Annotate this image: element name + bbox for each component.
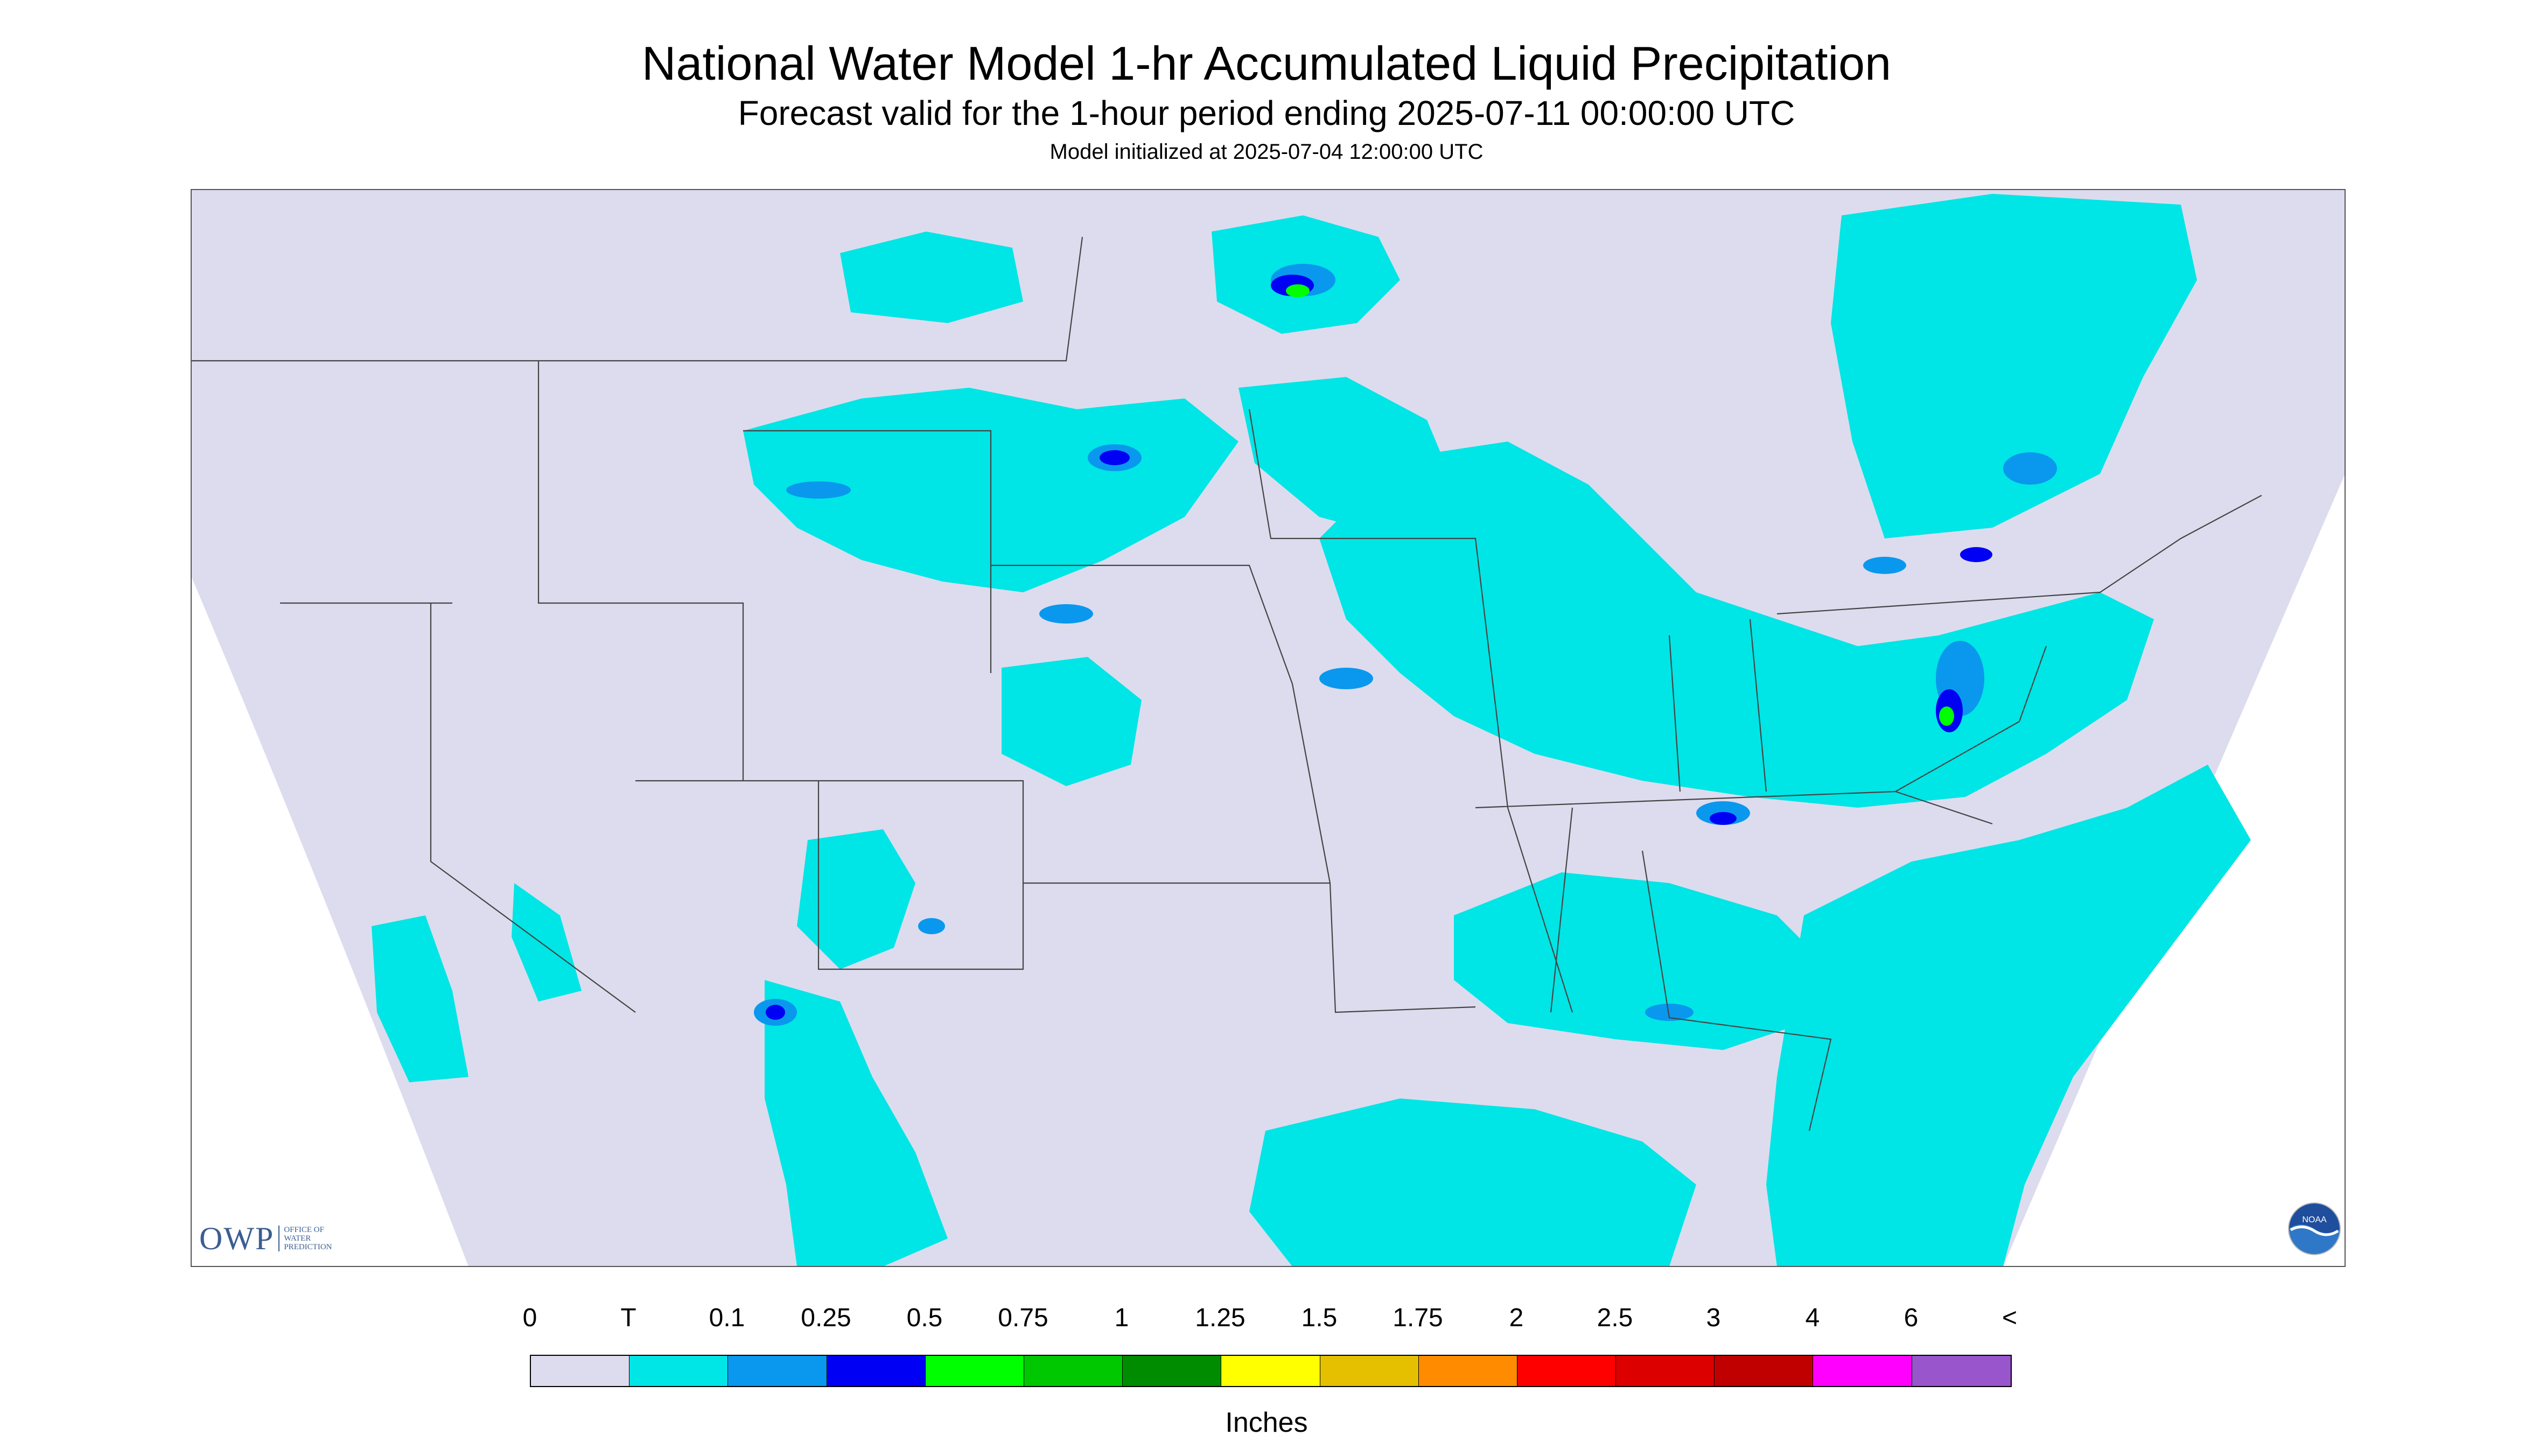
legend-swatch-0: [531, 1356, 630, 1386]
legend-swatch-8: [1320, 1356, 1419, 1386]
intense-precipitation-cores: [1286, 284, 1954, 726]
noaa-logo-text: NOAA: [2302, 1215, 2327, 1224]
legend-label: 0.75: [998, 1304, 1048, 1332]
legend-swatch-14: [1912, 1356, 2011, 1386]
map-title: National Water Model 1-hr Accumulated Li…: [641, 37, 1892, 90]
map-subtitle: Forecast valid for the 1-hour period end…: [738, 94, 1795, 132]
legend-label: 4: [1805, 1304, 1820, 1332]
owp-logo-mark: OWP: [199, 1221, 275, 1256]
legend-label: 1: [1114, 1304, 1129, 1332]
legend-swatch-2: [728, 1356, 827, 1386]
legend-label: 0: [522, 1304, 537, 1332]
legend-label: T: [620, 1304, 636, 1332]
legend-swatch-10: [1517, 1356, 1617, 1386]
map-frame: [191, 189, 2346, 1267]
legend-label: 1.75: [1393, 1304, 1443, 1332]
legend-swatch-9: [1418, 1356, 1517, 1386]
legend-labels: 0 T 0.1 0.25 0.5 0.75 1 1.25 1.5 1.75 2 …: [0, 1303, 2533, 1335]
model-init-line: Model initialized at 2025-07-04 12:00:00…: [1049, 140, 1484, 164]
legend-label: 0.25: [801, 1304, 851, 1332]
legend-swatch-13: [1813, 1356, 1912, 1386]
legend-label: 6: [1904, 1304, 1919, 1332]
legend-swatch-11: [1616, 1356, 1715, 1386]
legend-label: 0.5: [906, 1304, 943, 1332]
owp-logo: OWP OFFICE OF WATER PREDICTION: [199, 1222, 332, 1255]
legend-swatch-6: [1123, 1356, 1222, 1386]
legend-units: Inches: [1225, 1407, 1308, 1438]
legend-swatch-5: [1024, 1356, 1123, 1386]
legend-swatch-3: [827, 1356, 926, 1386]
legend-label: 1.25: [1195, 1304, 1245, 1332]
legend-swatch-7: [1221, 1356, 1320, 1386]
legend-swatch-4: [925, 1356, 1024, 1386]
legend-label: <: [2002, 1304, 2018, 1332]
legend-label: 1.5: [1301, 1304, 1338, 1332]
political-boundaries: [191, 236, 2262, 1131]
legend-label: 0.1: [709, 1304, 745, 1332]
legend-label: 2: [1509, 1304, 1524, 1332]
owp-logo-text: OFFICE OF WATER PREDICTION: [278, 1226, 332, 1251]
legend-label: 2.5: [1597, 1304, 1633, 1332]
legend-label: 3: [1706, 1304, 1721, 1332]
legend-swatch-1: [629, 1356, 729, 1386]
legend-swatch-12: [1715, 1356, 1814, 1386]
noaa-logo-icon: NOAA: [2288, 1202, 2341, 1255]
legend-color-bar: [530, 1355, 2012, 1387]
